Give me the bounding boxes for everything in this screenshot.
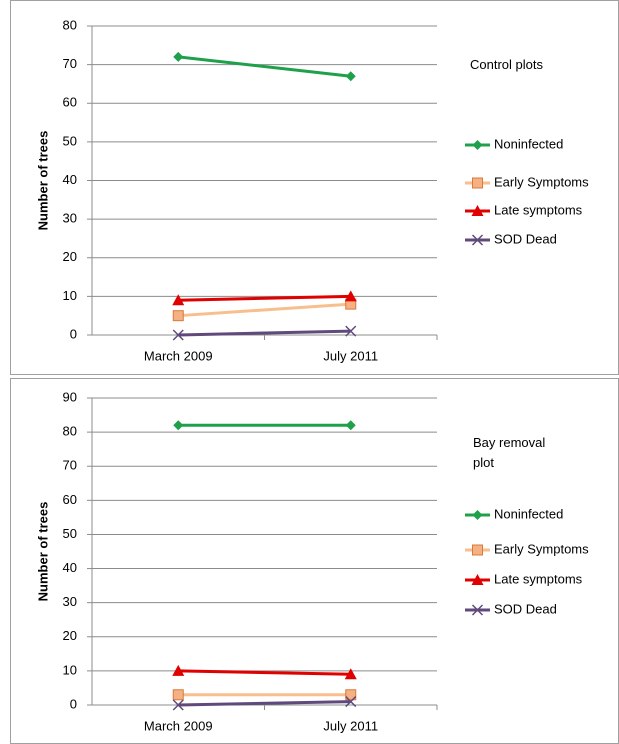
chart-title: Control plots (470, 57, 543, 72)
marker (344, 668, 357, 680)
marker (345, 689, 357, 701)
y-tick-label: 50 (63, 133, 77, 148)
y-tick-label: 30 (63, 594, 77, 609)
series-line (178, 329, 351, 337)
y-tick-label: 60 (63, 492, 77, 507)
legend-label: Early Symptoms (494, 541, 589, 556)
series-line (178, 669, 351, 676)
marker (345, 420, 356, 431)
legend-label: SOD Dead (494, 601, 557, 616)
y-tick-label: 50 (63, 526, 77, 541)
x-tick-label: March 2009 (144, 718, 213, 733)
marker (172, 294, 185, 306)
y-tick-label: 90 (63, 389, 77, 404)
chart-title: Bay removal plot (473, 435, 546, 470)
y-tick-label: 10 (63, 662, 77, 677)
marker (471, 205, 484, 216)
legend-label: SOD Dead (494, 231, 557, 246)
marker (471, 574, 484, 585)
marker (344, 290, 357, 302)
y-axis-label: Number of trees (35, 502, 50, 602)
legend-label: Noninfected (494, 136, 563, 151)
marker (172, 689, 184, 701)
series-line (178, 294, 351, 302)
y-tick-label: 20 (63, 628, 77, 643)
y-tick-label: 20 (63, 249, 77, 264)
series-line (178, 302, 351, 318)
x-tick-label: July 2011 (323, 348, 378, 363)
y-tick-label: 70 (63, 458, 77, 473)
marker (173, 420, 184, 431)
y-tick-label: 40 (63, 560, 77, 575)
x-tick-label: July 2011 (323, 718, 378, 733)
marker (472, 177, 483, 189)
marker (472, 510, 483, 520)
marker (172, 310, 184, 322)
y-tick-label: 60 (63, 95, 77, 110)
marker (472, 140, 483, 150)
marker (471, 604, 484, 616)
series-line (178, 55, 351, 78)
marker (172, 664, 185, 676)
y-tick-label: 30 (63, 211, 77, 226)
marker (345, 325, 357, 337)
series-line (178, 700, 351, 707)
y-tick-label: 80 (63, 424, 77, 439)
marker (172, 329, 184, 341)
y-axis-label: Number of trees (35, 131, 50, 231)
y-tick-label: 40 (63, 172, 77, 187)
marker (471, 234, 484, 246)
marker (472, 544, 483, 556)
y-tick-label: 0 (70, 696, 77, 711)
y-tick-label: 70 (63, 56, 77, 71)
y-tick-label: 0 (70, 326, 77, 341)
marker (345, 71, 356, 82)
marker (172, 699, 184, 711)
legend-label: Late symptoms (494, 571, 583, 586)
legend-label: Late symptoms (494, 202, 583, 217)
legend-label: Early Symptoms (494, 174, 589, 189)
y-tick-label: 10 (63, 288, 77, 303)
marker (173, 51, 184, 62)
legend-label: Noninfected (494, 506, 563, 521)
y-tick-label: 80 (63, 17, 77, 32)
marker (345, 696, 357, 708)
x-tick-label: March 2009 (144, 348, 213, 363)
